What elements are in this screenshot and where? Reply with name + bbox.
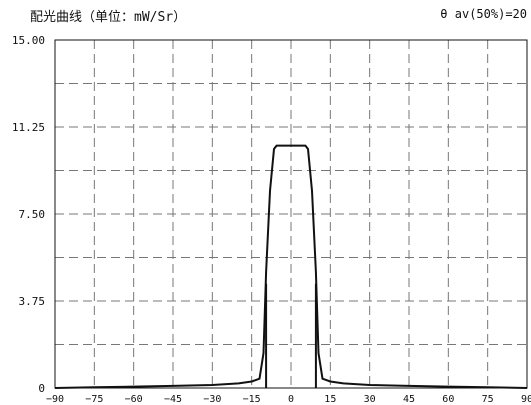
axes [54,39,528,389]
x-tick-label: −90 [46,394,64,405]
x-tick-label: −15 [243,394,261,405]
chart-title: 配光曲线（单位：mW/Sr） [30,10,187,25]
grid [54,39,528,389]
y-tick-label: 0 [38,382,45,395]
y-tick-labels: 0 3.75 7.50 11.25 15.00 [12,34,45,395]
x-tick-label: 75 [482,394,494,405]
x-tick-label: 30 [364,394,376,405]
series [54,144,528,389]
y-tick-label: 15.00 [12,34,45,47]
x-tick-label: 60 [442,394,454,405]
x-tick-label: 45 [403,394,415,405]
x-tick-label: −30 [203,394,221,405]
y-tick-label: 3.75 [19,295,46,308]
x-tick-label: −60 [125,394,143,405]
x-tick-label: −45 [164,394,182,405]
x-tick-labels: −90 −75 −60 −45 −30 −15 0 15 30 45 60 75 90 [46,394,531,405]
y-tick-label: 11.25 [12,121,45,134]
x-tick-label: −75 [85,394,103,405]
intensity-curve [54,144,528,389]
beam-angle-label: θ av(50%)=20 [440,7,527,21]
x-tick-label: 90 [521,394,531,405]
x-tick-label: 15 [324,394,336,405]
x-tick-label: 0 [288,394,294,405]
y-tick-label: 7.50 [19,208,46,221]
plot-frame [54,39,528,389]
